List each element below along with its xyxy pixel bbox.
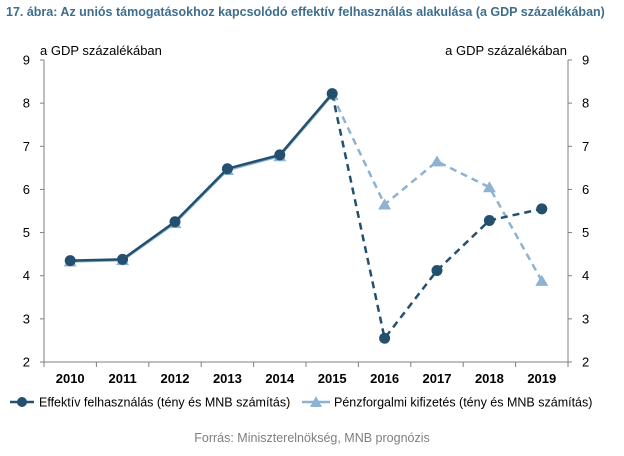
- left-y-tick-label: 9: [23, 53, 30, 68]
- right-y-tick-label: 6: [582, 182, 589, 197]
- series-1-point: [117, 253, 129, 265]
- left-axis-unit-label: a GDP százalékában: [40, 43, 162, 58]
- left-y-tick-label: 3: [23, 311, 30, 326]
- legend-marker-circle: [17, 397, 27, 407]
- x-tick-label: 2018: [475, 371, 504, 386]
- x-tick-label: 2011: [108, 371, 136, 386]
- x-tick-label: 2014: [265, 371, 295, 386]
- figure-title: 17. ábra: Az uniós támogatásokhoz kapcso…: [6, 5, 605, 19]
- x-tick-label: 2012: [161, 371, 190, 386]
- x-tick-label: 2010: [56, 371, 85, 386]
- series-1-point: [379, 332, 391, 344]
- series-1-point: [483, 214, 495, 226]
- axes: [43, 60, 569, 363]
- left-y-tick-label: 8: [23, 96, 30, 111]
- legend-label-series-2: Pénzforgalmi kifizetés (tény és MNB szám…: [334, 396, 592, 410]
- right-y-axis-ticks: 2 3 4 5 6 7 8 9: [568, 53, 589, 370]
- x-tick-label: 2017: [423, 371, 452, 386]
- series-1-solid-line: [70, 92, 334, 262]
- x-axis-ticks: 2010 2011 2012 2013 2014 2015 2016 2017 2018 2019: [43, 362, 569, 386]
- right-y-tick-label: 7: [582, 139, 589, 154]
- series-2-point: [378, 198, 392, 210]
- series-2-point: [535, 274, 549, 286]
- left-y-tick-label: 4: [23, 268, 30, 283]
- left-y-tick-label: 5: [23, 225, 30, 240]
- left-y-tick-label: 7: [23, 139, 30, 154]
- right-y-tick-label: 9: [582, 53, 589, 68]
- right-y-tick-label: 2: [582, 355, 589, 370]
- series-1-point: [326, 88, 338, 100]
- series-1-dashed-line: [330, 93, 543, 340]
- x-tick-label: 2016: [370, 371, 399, 386]
- legend-marker-triangle: [310, 396, 322, 407]
- series-1-point: [274, 149, 286, 161]
- series-1-point: [169, 216, 181, 228]
- x-tick-label: 2015: [318, 371, 347, 386]
- right-y-tick-label: 4: [582, 268, 589, 283]
- source-note: Forrás: Miniszterelnökség, MNB prognózis: [194, 431, 430, 445]
- right-axis-unit-label: a GDP százalékában: [445, 43, 567, 58]
- series-2-point: [430, 155, 444, 167]
- legend-item-series-1: Effektív felhasználás (tény és MNB számí…: [10, 396, 290, 410]
- series-1-point: [64, 255, 76, 267]
- series-2-dashed-line: [331, 94, 543, 282]
- series-2-solid-line: [70, 94, 334, 263]
- left-y-tick-label: 2: [23, 355, 30, 370]
- legend-item-series-2: Pénzforgalmi kifizetés (tény és MNB szám…: [302, 396, 592, 410]
- x-tick-label: 2013: [213, 371, 242, 386]
- legend: Effektív felhasználás (tény és MNB számí…: [10, 396, 592, 410]
- legend-label-series-1: Effektív felhasználás (tény és MNB számí…: [39, 396, 290, 410]
- right-y-tick-label: 5: [582, 225, 589, 240]
- left-y-axis-ticks: 2 3 4 5 6 7 8 9: [23, 53, 44, 370]
- left-y-tick-label: 6: [23, 182, 30, 197]
- series-1-point: [431, 265, 443, 277]
- x-tick-label: 2019: [527, 371, 556, 386]
- series-1-point: [536, 203, 548, 215]
- series-layer: [63, 88, 549, 344]
- right-y-tick-label: 3: [582, 311, 589, 326]
- right-y-tick-label: 8: [582, 96, 589, 111]
- series-2-point: [482, 181, 496, 193]
- series-1-point: [221, 163, 233, 175]
